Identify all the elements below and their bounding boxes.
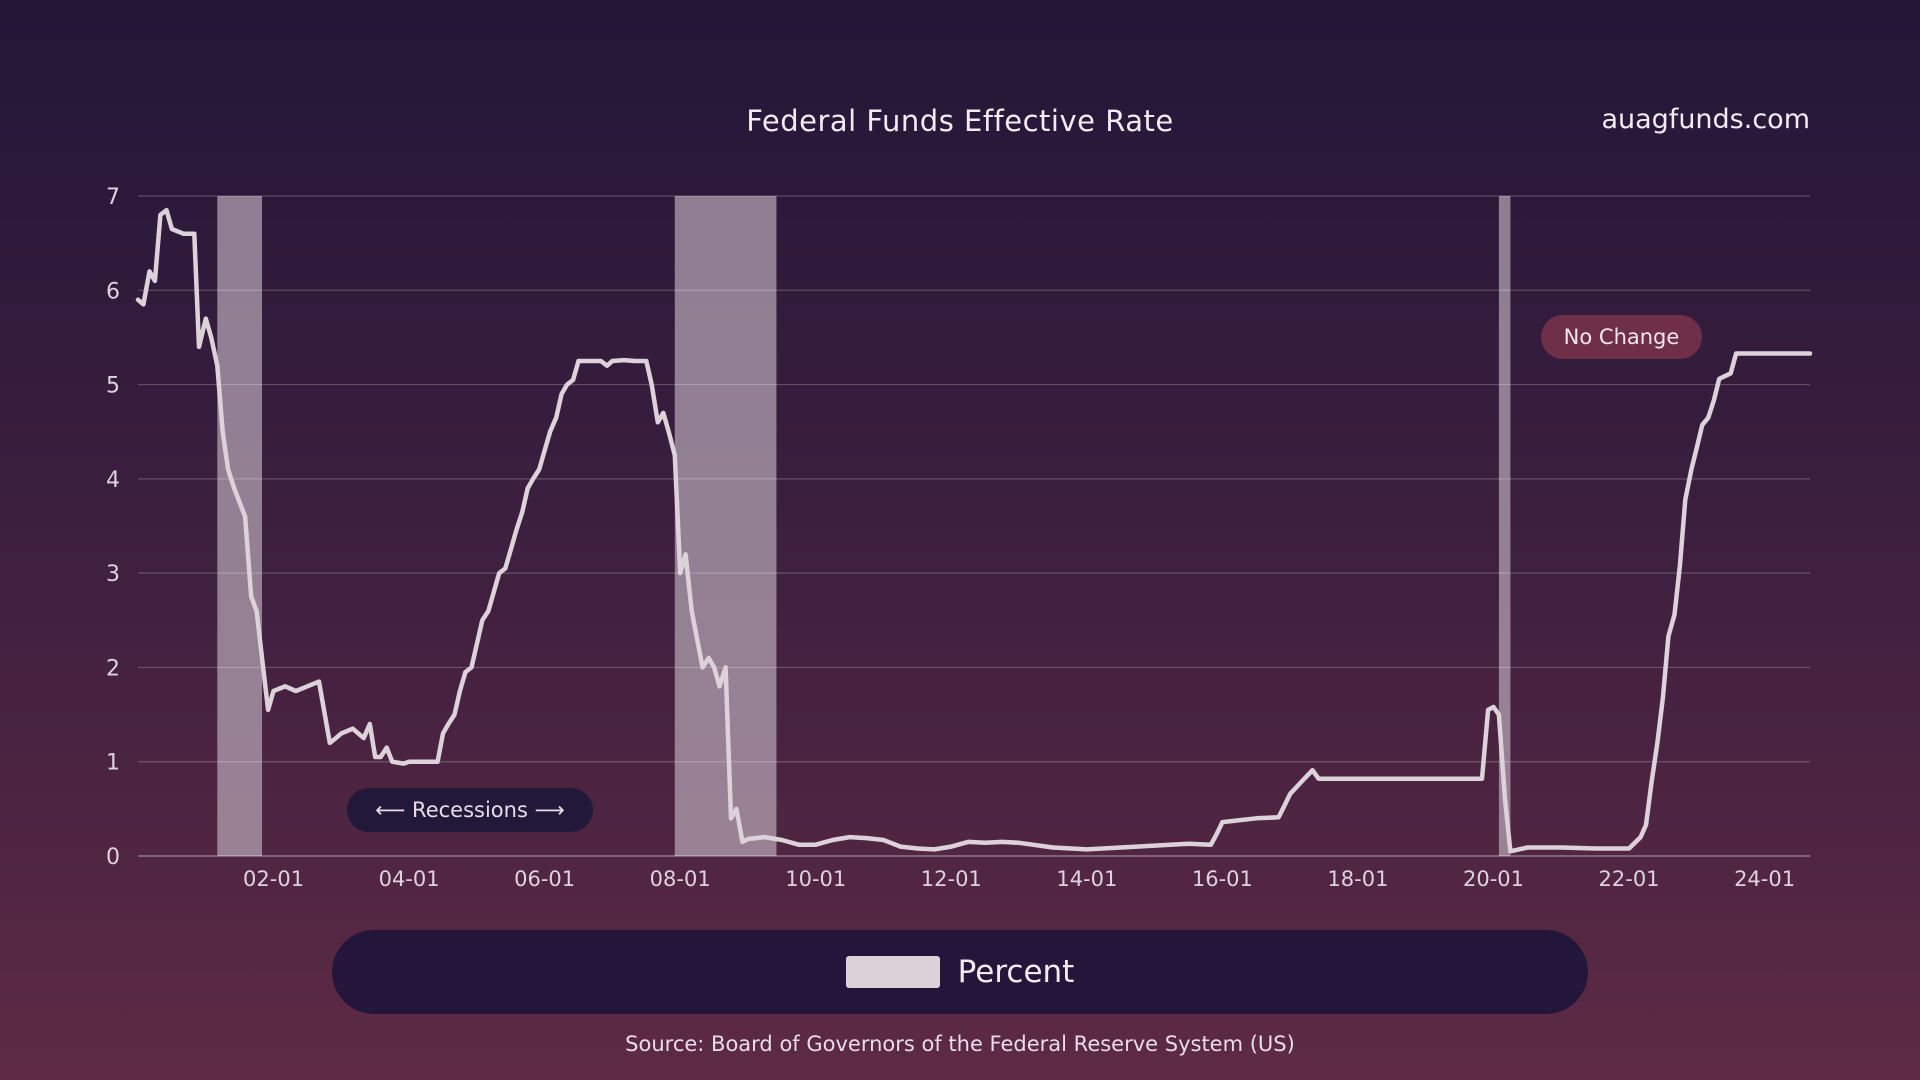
- brand-text: auagfunds.com: [1601, 104, 1810, 135]
- y-tick-label: 1: [106, 751, 120, 776]
- chart-title: Federal Funds Effective Rate: [746, 104, 1174, 138]
- legend-swatch: [845, 956, 940, 988]
- y-tick-label: 2: [106, 656, 120, 681]
- recession-band-1: [674, 196, 777, 856]
- recession-band-2: [1498, 196, 1511, 856]
- y-tick-label: 0: [106, 845, 120, 870]
- x-tick-label: 10-01: [785, 867, 846, 891]
- x-tick-label: 04-01: [379, 867, 440, 891]
- legend-label: Percent: [957, 954, 1075, 990]
- series-line-0: [135, 207, 1813, 854]
- y-tick-label: 7: [106, 185, 120, 210]
- y-tick-label: 5: [106, 374, 120, 399]
- x-tick-label: 06-01: [514, 867, 575, 891]
- x-tick-label: 18-01: [1327, 867, 1388, 891]
- x-tick-label: 08-01: [650, 867, 711, 891]
- x-tick-label: 02-01: [243, 867, 304, 891]
- x-tick-label: 16-01: [1192, 867, 1253, 891]
- x-tick-label: 12-01: [921, 867, 982, 891]
- x-tick-label: 20-01: [1463, 867, 1524, 891]
- source-note: Source: Board of Governors of the Federa…: [625, 1032, 1295, 1056]
- y-tick-label: 6: [106, 279, 120, 304]
- recessions-label: ⟵ Recessions ⟶: [347, 788, 593, 832]
- no-change-badge: No Change: [1541, 315, 1702, 359]
- y-tick-label: 4: [106, 468, 120, 493]
- x-tick-label: 22-01: [1599, 867, 1660, 891]
- x-tick-label: 14-01: [1056, 867, 1117, 891]
- recession-band-0: [217, 196, 263, 856]
- y-tick-label: 3: [106, 562, 120, 587]
- legend: Percent: [332, 930, 1588, 1014]
- x-tick-label: 24-01: [1734, 867, 1795, 891]
